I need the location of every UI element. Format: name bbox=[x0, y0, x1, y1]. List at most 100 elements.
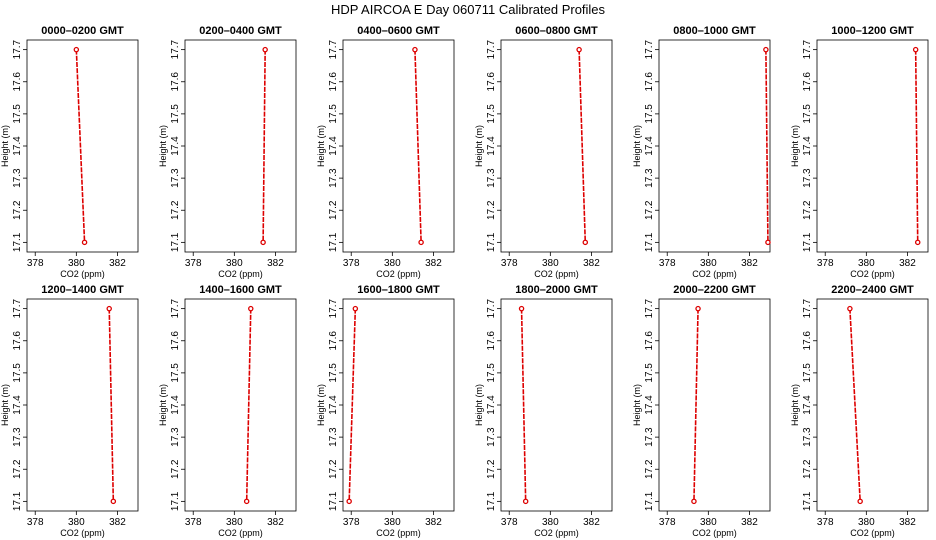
plot-frame bbox=[184, 298, 297, 512]
y-tick-label: 17.2 bbox=[170, 459, 181, 479]
x-axis-label: CO2 (ppm) bbox=[376, 528, 421, 538]
panel-1: 0000–0200 GMT 378 380 382 17.1 17.2 17.3 17.4 17… bbox=[0, 25, 139, 279]
y-tick-label: 17.1 bbox=[644, 491, 655, 511]
data-point bbox=[81, 239, 88, 246]
plot-frame bbox=[342, 298, 455, 512]
y-tick-label: 17.7 bbox=[644, 298, 655, 318]
x-axis-label: CO2 (ppm) bbox=[534, 269, 579, 279]
profile-line bbox=[765, 49, 769, 243]
y-tick-label: 17.7 bbox=[486, 39, 497, 59]
y-tick-label: 17.3 bbox=[170, 168, 181, 188]
x-tick-label: 382 bbox=[741, 258, 758, 269]
y-tick-label: 17.1 bbox=[802, 491, 813, 511]
plot-frame bbox=[342, 39, 455, 253]
y-tick-label: 17.6 bbox=[170, 331, 181, 351]
profile-line bbox=[520, 308, 527, 502]
x-tick-label: 378 bbox=[27, 517, 44, 528]
x-tick-label: 382 bbox=[583, 517, 600, 528]
panel-11: 2000–2200 GMT 378 380 382 17.1 17.2 17.3 17.4 17… bbox=[632, 284, 771, 538]
x-tick-label: 382 bbox=[741, 517, 758, 528]
y-tick-label: 17.3 bbox=[802, 427, 813, 447]
x-tick-label: 382 bbox=[583, 258, 600, 269]
data-point bbox=[418, 239, 424, 246]
x-axis-label: CO2 (ppm) bbox=[60, 269, 105, 279]
y-tick-label: 17.1 bbox=[328, 232, 339, 252]
y-tick-label: 17.7 bbox=[328, 39, 339, 59]
plot-frame bbox=[658, 39, 771, 253]
y-tick-label: 17.6 bbox=[12, 331, 23, 351]
data-point bbox=[248, 305, 254, 312]
y-tick-label: 17.5 bbox=[328, 104, 339, 124]
panel-title: 2200–2400 GMT bbox=[831, 284, 914, 296]
plot-frame bbox=[184, 39, 297, 253]
data-point bbox=[110, 498, 117, 505]
y-tick-label: 17.4 bbox=[644, 136, 655, 156]
x-tick-label: 380 bbox=[542, 258, 559, 269]
y-tick-label: 17.6 bbox=[644, 72, 655, 92]
data-point bbox=[912, 46, 919, 53]
y-tick-label: 17.3 bbox=[12, 427, 23, 447]
y-tick-label: 17.2 bbox=[802, 200, 813, 220]
profile-line bbox=[75, 49, 86, 243]
x-tick-label: 378 bbox=[185, 517, 202, 528]
y-tick-label: 17.1 bbox=[170, 232, 181, 252]
y-tick-label: 17.6 bbox=[802, 72, 813, 92]
y-tick-label: 17.7 bbox=[802, 298, 813, 318]
data-point bbox=[352, 305, 359, 312]
data-point bbox=[243, 498, 250, 505]
y-tick-label: 17.5 bbox=[486, 363, 497, 383]
data-point bbox=[857, 498, 863, 505]
y-tick-label: 17.1 bbox=[170, 491, 181, 511]
x-tick-label: 378 bbox=[817, 258, 834, 269]
data-point bbox=[582, 239, 589, 246]
y-tick-label: 17.5 bbox=[802, 104, 813, 124]
data-point bbox=[847, 305, 853, 312]
figure-title: HDP AIRCOA E Day 060711 Calibrated Profi… bbox=[331, 2, 606, 17]
y-tick-label: 17.4 bbox=[328, 136, 339, 156]
y-tick-label: 17.5 bbox=[486, 104, 497, 124]
x-axis-label: CO2 (ppm) bbox=[850, 528, 895, 538]
y-tick-label: 17.6 bbox=[12, 72, 23, 92]
y-tick-label: 17.7 bbox=[12, 298, 23, 318]
x-tick-label: 378 bbox=[817, 517, 834, 528]
x-tick-label: 380 bbox=[226, 258, 243, 269]
y-axis-label: Height (m) bbox=[316, 125, 326, 167]
y-tick-label: 17.1 bbox=[328, 491, 339, 511]
panel-12: 2200–2400 GMT 378 380 382 17.1 17.2 17.3 17.4 17… bbox=[790, 284, 929, 538]
x-tick-label: 378 bbox=[659, 517, 676, 528]
y-tick-label: 17.2 bbox=[644, 459, 655, 479]
x-tick-label: 378 bbox=[501, 517, 518, 528]
y-tick-label: 17.5 bbox=[170, 363, 181, 383]
x-tick-label: 380 bbox=[226, 517, 243, 528]
data-point bbox=[518, 305, 525, 312]
x-tick-label: 380 bbox=[384, 258, 401, 269]
x-tick-label: 382 bbox=[425, 258, 442, 269]
y-axis-label: Height (m) bbox=[158, 125, 168, 167]
panel-title: 0400–0600 GMT bbox=[357, 25, 440, 37]
x-axis-label: CO2 (ppm) bbox=[60, 528, 105, 538]
y-tick-label: 17.4 bbox=[328, 395, 339, 415]
y-tick-label: 17.1 bbox=[486, 232, 497, 252]
y-tick-label: 17.7 bbox=[170, 39, 181, 59]
x-axis-label: CO2 (ppm) bbox=[534, 528, 579, 538]
y-tick-label: 17.2 bbox=[328, 459, 339, 479]
panel-title: 0600–0800 GMT bbox=[515, 25, 598, 37]
y-tick-label: 17.1 bbox=[12, 491, 23, 511]
panel-9: 1600–1800 GMT 378 380 382 17.1 17.2 17.3 17.4 17… bbox=[316, 284, 455, 538]
x-tick-label: 380 bbox=[68, 517, 85, 528]
panel-7: 1200–1400 GMT 378 380 382 17.1 17.2 17.3 17.4 17… bbox=[0, 284, 139, 538]
y-tick-label: 17.5 bbox=[328, 363, 339, 383]
plot-frame bbox=[26, 298, 139, 512]
data-point bbox=[763, 46, 769, 53]
plot-frame bbox=[500, 39, 613, 253]
x-axis-label: CO2 (ppm) bbox=[692, 269, 737, 279]
data-point bbox=[106, 305, 112, 312]
y-tick-label: 17.5 bbox=[12, 104, 23, 124]
y-tick-label: 17.4 bbox=[12, 395, 23, 415]
y-tick-label: 17.6 bbox=[486, 72, 497, 92]
x-tick-label: 380 bbox=[384, 517, 401, 528]
y-tick-label: 17.4 bbox=[644, 395, 655, 415]
y-tick-label: 17.7 bbox=[12, 39, 23, 59]
plot-frame bbox=[816, 298, 929, 512]
x-tick-label: 382 bbox=[899, 517, 916, 528]
